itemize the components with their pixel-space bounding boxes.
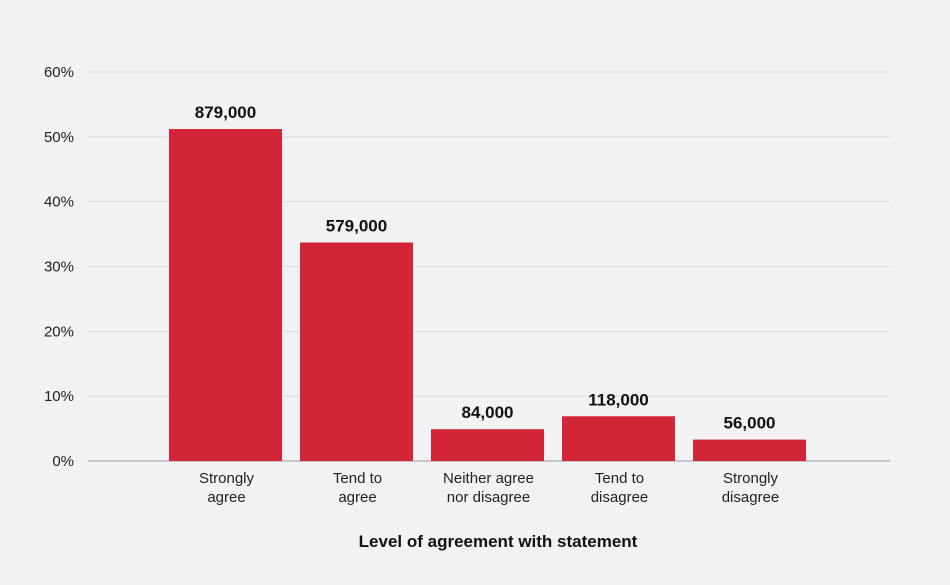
data-label: 56,000 xyxy=(724,414,776,433)
x-axis-title: Level of agreement with statement xyxy=(359,532,638,551)
y-tick-label: 40% xyxy=(44,194,74,211)
x-tick-label: Neither agree xyxy=(443,470,534,487)
bar xyxy=(300,242,413,461)
x-tick-label: disagree xyxy=(722,489,780,506)
bar xyxy=(169,129,282,461)
y-tick-label: 10% xyxy=(44,388,74,405)
y-tick-label: 0% xyxy=(52,453,74,470)
data-label: 118,000 xyxy=(588,390,649,409)
x-tick-label: agree xyxy=(207,489,245,506)
x-tick-label: nor disagree xyxy=(447,489,530,506)
y-tick-label: 60% xyxy=(44,64,74,81)
bar xyxy=(431,429,544,461)
bar xyxy=(693,439,806,461)
bar xyxy=(562,416,675,461)
x-tick-label: Strongly xyxy=(199,470,255,487)
y-tick-label: 30% xyxy=(44,259,74,276)
data-label: 579,000 xyxy=(326,217,387,236)
x-tick-label: agree xyxy=(338,489,376,506)
x-tick-label: Tend to xyxy=(333,470,382,487)
y-tick-label: 20% xyxy=(44,323,74,340)
data-label: 879,000 xyxy=(195,103,256,122)
y-tick-label: 50% xyxy=(44,129,74,146)
x-tick-label: Tend to xyxy=(595,470,644,487)
x-tick-label: disagree xyxy=(591,489,649,506)
data-label: 84,000 xyxy=(462,403,514,422)
x-tick-label: Strongly xyxy=(723,470,779,487)
